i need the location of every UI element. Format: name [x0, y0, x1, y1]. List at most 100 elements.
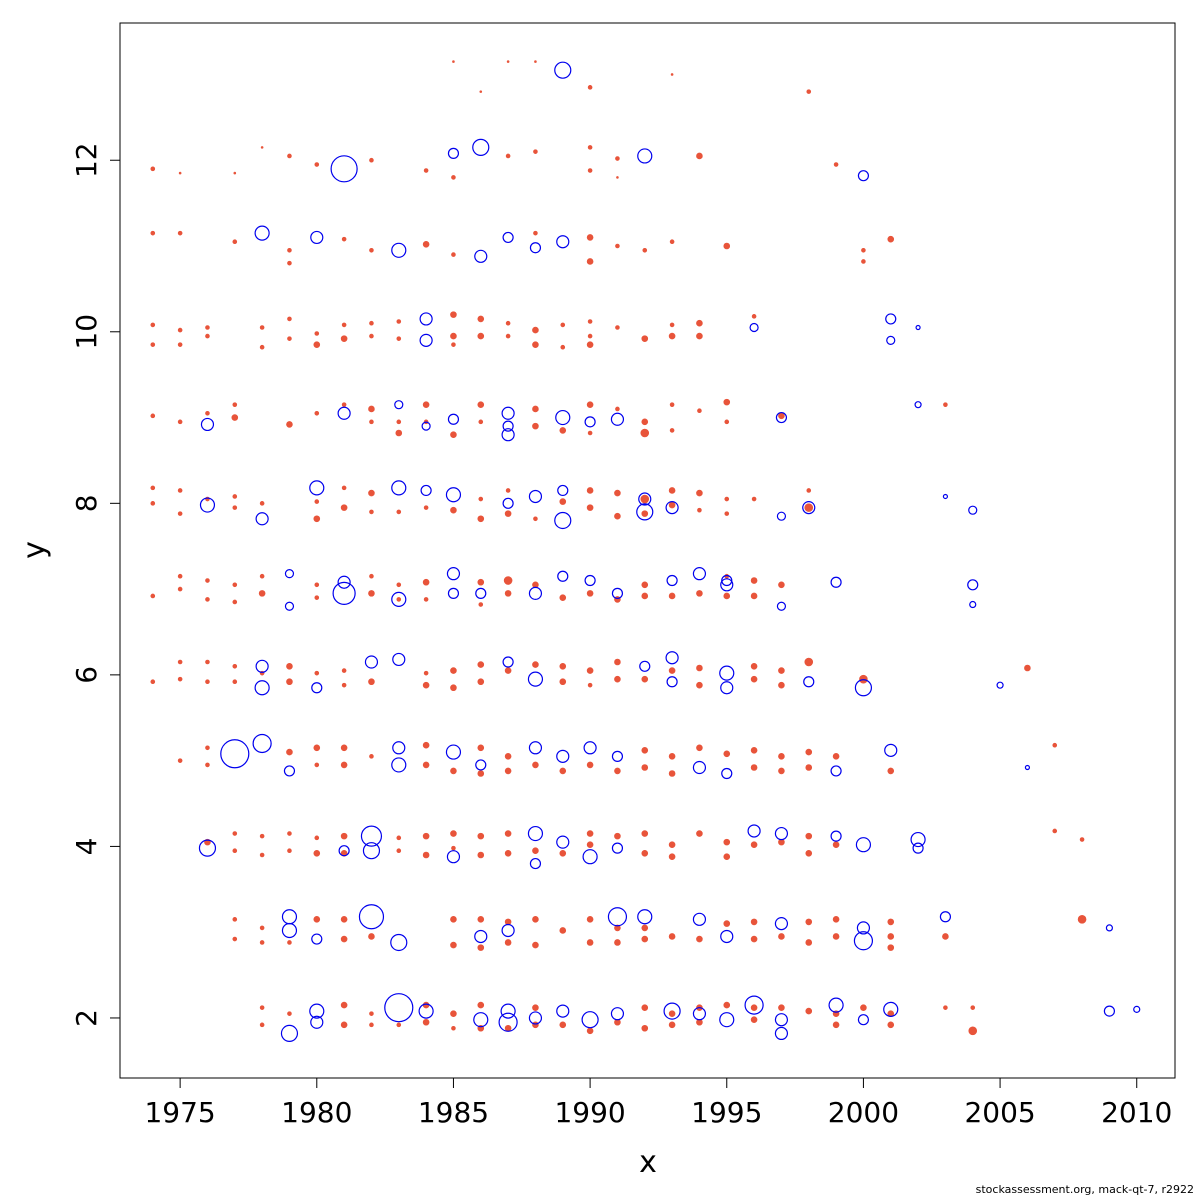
open-point: [391, 242, 407, 258]
filled-point: [804, 503, 814, 512]
filled-point: [150, 485, 156, 491]
open-point: [472, 138, 490, 156]
filled-point: [313, 849, 321, 857]
open-point: [663, 1002, 681, 1020]
y-tick-label: 10: [70, 314, 103, 350]
filled-point: [368, 678, 375, 686]
filled-point: [559, 498, 567, 505]
filled-point: [287, 316, 292, 322]
open-point: [886, 335, 896, 345]
filled-point: [205, 762, 210, 768]
filled-point: [587, 85, 593, 90]
open-point: [254, 225, 270, 241]
filled-point: [503, 576, 513, 585]
open-point: [199, 497, 216, 513]
open-point: [910, 831, 926, 848]
filled-point: [505, 320, 511, 326]
open-point: [255, 659, 269, 673]
filled-point: [532, 941, 539, 949]
y-tick-label: 6: [70, 666, 103, 684]
open-point: [392, 652, 406, 667]
filled-point: [750, 841, 758, 848]
filled-point: [313, 744, 321, 752]
open-point: [556, 835, 570, 849]
filled-point: [177, 230, 183, 236]
open-point: [912, 842, 924, 854]
open-point: [610, 412, 625, 426]
x-tick-label: 2005: [964, 1096, 1035, 1129]
filled-point: [504, 667, 512, 674]
filled-point: [477, 1001, 485, 1009]
open-point: [556, 235, 570, 249]
filled-point: [697, 507, 702, 513]
filled-point: [340, 1021, 348, 1029]
filled-point: [340, 1001, 348, 1009]
open-point: [362, 842, 381, 860]
filled-point: [805, 832, 813, 840]
filled-point: [778, 767, 785, 775]
open-point: [337, 575, 351, 589]
filled-point: [259, 940, 265, 945]
filled-point: [233, 171, 237, 175]
open-point: [554, 511, 572, 530]
open-point: [309, 1003, 325, 1019]
filled-point: [641, 924, 649, 932]
filled-point: [750, 577, 758, 584]
filled-point: [396, 1022, 402, 1028]
filled-point: [477, 315, 485, 323]
filled-point: [750, 1016, 758, 1023]
filled-point: [641, 675, 649, 683]
open-point: [914, 401, 922, 409]
filled-point: [232, 936, 238, 942]
filled-point: [587, 333, 593, 339]
filled-point: [559, 678, 567, 686]
open-point: [720, 681, 734, 695]
filled-point: [586, 830, 594, 837]
filled-point: [232, 599, 238, 605]
open-point: [611, 750, 624, 762]
filled-point: [505, 153, 511, 159]
filled-point: [504, 590, 512, 597]
open-point: [854, 679, 873, 697]
filled-point: [504, 1024, 512, 1032]
filled-point: [723, 920, 731, 927]
filled-point: [615, 243, 620, 249]
filled-point: [560, 344, 566, 350]
filled-point: [615, 406, 620, 412]
filled-point: [532, 422, 539, 430]
open-point: [475, 759, 487, 771]
open-point: [418, 1003, 434, 1019]
open-point: [502, 231, 514, 244]
open-point: [665, 501, 679, 515]
open-point: [255, 512, 269, 526]
filled-point: [232, 582, 238, 588]
filled-point: [150, 413, 156, 419]
filled-point: [504, 849, 512, 857]
filled-point: [396, 597, 402, 602]
filled-point: [832, 1021, 840, 1029]
open-point: [311, 682, 323, 694]
filled-point: [641, 581, 649, 589]
filled-point: [150, 593, 156, 599]
filled-point: [205, 659, 210, 665]
filled-point: [286, 421, 293, 428]
filled-point: [422, 741, 430, 749]
open-point: [583, 741, 597, 755]
filled-point: [668, 753, 676, 760]
filled-point: [369, 1022, 374, 1028]
open-point: [721, 767, 733, 780]
filled-point: [205, 333, 210, 339]
x-axis-title: x: [639, 1145, 657, 1180]
filled-point: [422, 851, 430, 859]
filled-point: [314, 835, 320, 841]
filled-point: [232, 848, 238, 854]
filled-point: [396, 582, 402, 588]
filled-point: [778, 933, 785, 940]
filled-point: [177, 342, 183, 347]
open-point: [198, 839, 217, 857]
open-point: [446, 850, 461, 864]
open-point: [774, 1026, 789, 1040]
filled-point: [341, 236, 347, 242]
open-point: [637, 909, 653, 925]
filled-point: [533, 230, 538, 236]
